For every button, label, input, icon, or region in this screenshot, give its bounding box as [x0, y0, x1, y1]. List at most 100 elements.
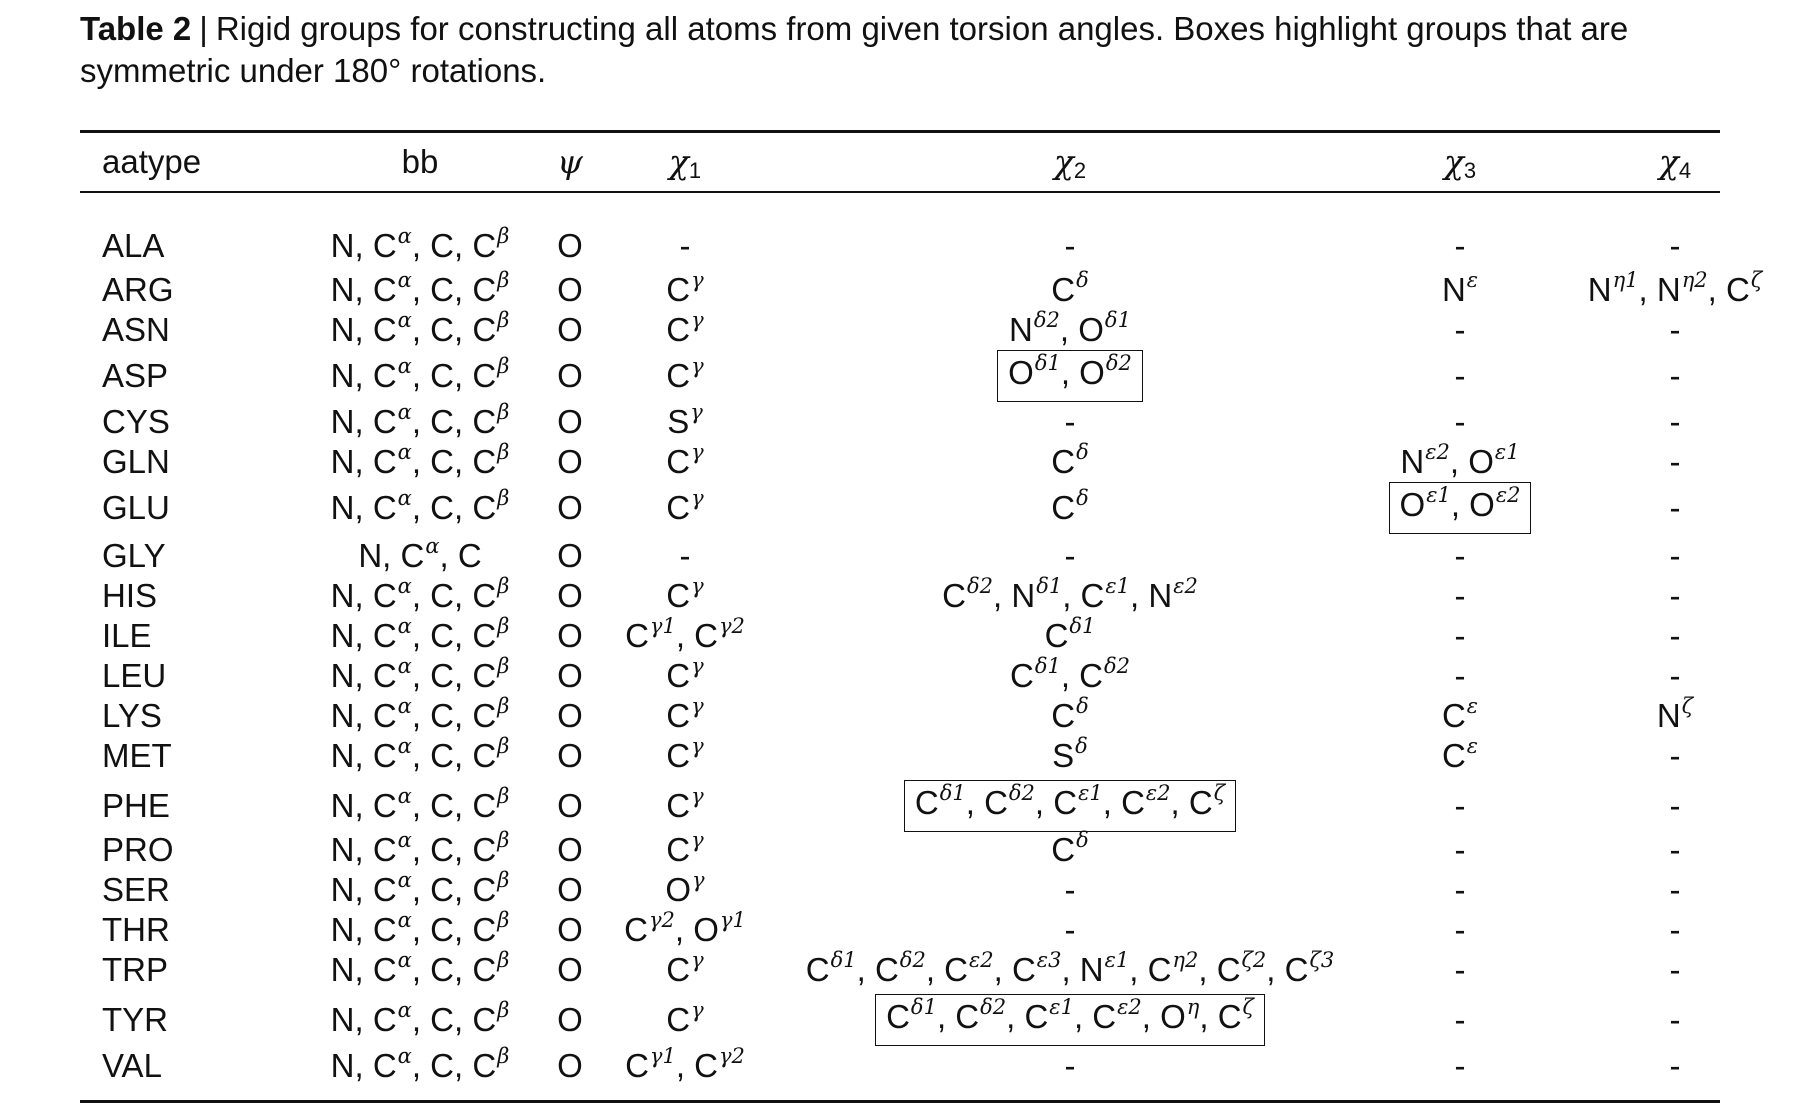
caption-text: Rigid groups for constructing all atoms … [80, 10, 1629, 89]
cell-aatype: LYS [102, 697, 162, 734]
cell-aatype: ASP [102, 357, 169, 394]
cell-bb: N, Cα, C, Cβ [330, 868, 510, 908]
cell-bb: N, Cα, C, Cβ [330, 224, 510, 264]
cell-chi3: - [1454, 951, 1466, 988]
cell-aatype: TYR [102, 1001, 168, 1038]
cell-chi3: Cε [1441, 694, 1479, 734]
cell-psi: O [557, 403, 583, 440]
cell-chi3: - [1454, 831, 1466, 868]
cell-bb: N, Cα, C, Cβ [330, 440, 510, 480]
cell-chi2: Cδ [1051, 694, 1089, 734]
cell-chi1: Cγ [666, 268, 704, 308]
cell-chi3: - [1454, 657, 1466, 694]
cell-chi1: Cγ [666, 784, 704, 824]
cell-chi3: - [1454, 1001, 1466, 1038]
header-chi4: χ4 [1658, 142, 1692, 183]
cell-bb: N, Cα, C, Cβ [330, 694, 510, 734]
cell-chi4: - [1669, 871, 1681, 908]
cell-chi4: - [1669, 1001, 1681, 1038]
cell-chi3: - [1454, 787, 1466, 824]
symmetric-group-box: Cδ1, Cδ2, Cε1, Cε2, Oη, Cζ [875, 994, 1265, 1046]
cell-aatype: LEU [102, 657, 167, 694]
cell-chi4: - [1669, 403, 1681, 440]
cell-psi: O [557, 443, 583, 480]
cell-chi2: - [1064, 537, 1076, 574]
cell-chi1: Cγ [666, 734, 704, 774]
cell-bb: N, Cα, C, Cβ [330, 486, 510, 526]
cell-aatype: CYS [102, 403, 170, 440]
cell-psi: O [557, 911, 583, 948]
cell-chi3: - [1454, 537, 1466, 574]
cell-chi3: - [1454, 617, 1466, 654]
cell-psi: O [557, 1047, 583, 1084]
cell-chi1: Sγ [667, 400, 703, 440]
cell-chi3: Nε [1441, 268, 1479, 308]
cell-chi3: - [1454, 227, 1466, 264]
cell-psi: O [557, 617, 583, 654]
cell-chi3: - [1454, 871, 1466, 908]
cell-chi1: Cγ [666, 574, 704, 614]
cell-chi4: Nη1, Nη2, Cζ [1587, 268, 1763, 308]
cell-psi: O [557, 311, 583, 348]
cell-chi2: Cδ1, Cδ2 [1009, 654, 1131, 694]
cell-chi2: Sδ [1052, 734, 1088, 774]
cell-psi: O [557, 951, 583, 988]
cell-chi1: Cγ [666, 486, 704, 526]
cell-psi: O [557, 537, 583, 574]
cell-psi: O [557, 489, 583, 526]
cell-chi2: - [1064, 227, 1076, 264]
caption-separator: | [199, 10, 208, 47]
cell-chi2: Cδ [1051, 486, 1089, 526]
cell-bb: N, Cα, C, Cβ [330, 828, 510, 868]
cell-chi3: - [1454, 403, 1466, 440]
cell-chi2: - [1064, 1047, 1076, 1084]
cell-chi2: Cδ2, Nδ1, Cε1, Nε2 [942, 574, 1198, 614]
cell-chi1: - [679, 537, 691, 574]
cell-bb: N, Cα, C, Cβ [330, 1044, 510, 1084]
cell-chi2: Cδ1, Cδ2, Cε1, Cε2, Cζ [770, 780, 1370, 832]
cell-chi4: - [1669, 737, 1681, 774]
table-header-row: aatype bb ψ χ1 χ2 χ3 χ4 [80, 130, 1720, 192]
header-chi1: χ1 [668, 142, 702, 183]
cell-chi4: - [1669, 787, 1681, 824]
table-bottom-rule [80, 1100, 1720, 1103]
cell-psi: O [557, 271, 583, 308]
cell-aatype: THR [102, 911, 170, 948]
header-psi: ψ [557, 142, 583, 181]
table-header-rule [80, 191, 1720, 193]
header-chi2: χ2 [1053, 142, 1087, 183]
cell-chi3: - [1454, 311, 1466, 348]
cell-chi2: - [1064, 871, 1076, 908]
cell-chi3: Nε2, Oε1 [1400, 440, 1520, 480]
cell-psi: O [557, 357, 583, 394]
cell-chi4: Nζ [1656, 694, 1694, 734]
cell-chi1: Cγ [666, 440, 704, 480]
symmetric-group-box: Cδ1, Cδ2, Cε1, Cε2, Cζ [903, 780, 1237, 832]
cell-chi1: Cγ [666, 694, 704, 734]
cell-bb: N, Cα, C, Cβ [330, 400, 510, 440]
cell-psi: O [557, 737, 583, 774]
cell-psi: O [557, 1001, 583, 1038]
cell-chi4: - [1669, 831, 1681, 868]
cell-chi4: - [1669, 577, 1681, 614]
cell-chi3: - [1454, 1047, 1466, 1084]
header-bb: bb [401, 143, 439, 180]
cell-chi1: Cγ [666, 654, 704, 694]
cell-aatype: GLN [102, 443, 170, 480]
table-caption: Table 2 | Rigid groups for constructing al… [80, 8, 1720, 92]
cell-aatype: ASN [102, 311, 170, 348]
cell-chi3: Oε1, Oε2 [1360, 482, 1560, 534]
cell-bb: N, Cα, C, Cβ [330, 908, 510, 948]
cell-chi2: Cδ [1051, 440, 1089, 480]
cell-bb: N, Cα, C, Cβ [330, 614, 510, 654]
header-chi3: χ3 [1443, 142, 1477, 183]
cell-bb: N, Cα, C [358, 534, 482, 574]
cell-chi1: Oγ [665, 868, 705, 908]
cell-chi3: Cε [1441, 734, 1479, 774]
cell-chi4: - [1669, 489, 1681, 526]
cell-psi: O [557, 697, 583, 734]
cell-chi1: Cγ1, Cγ2 [625, 614, 745, 654]
cell-aatype: ALA [102, 227, 165, 264]
cell-psi: O [557, 831, 583, 868]
cell-chi2: Cδ1, Cδ2, Cε2, Cε3, Nε1, Cη2, Cζ2, Cζ3 [805, 948, 1335, 988]
